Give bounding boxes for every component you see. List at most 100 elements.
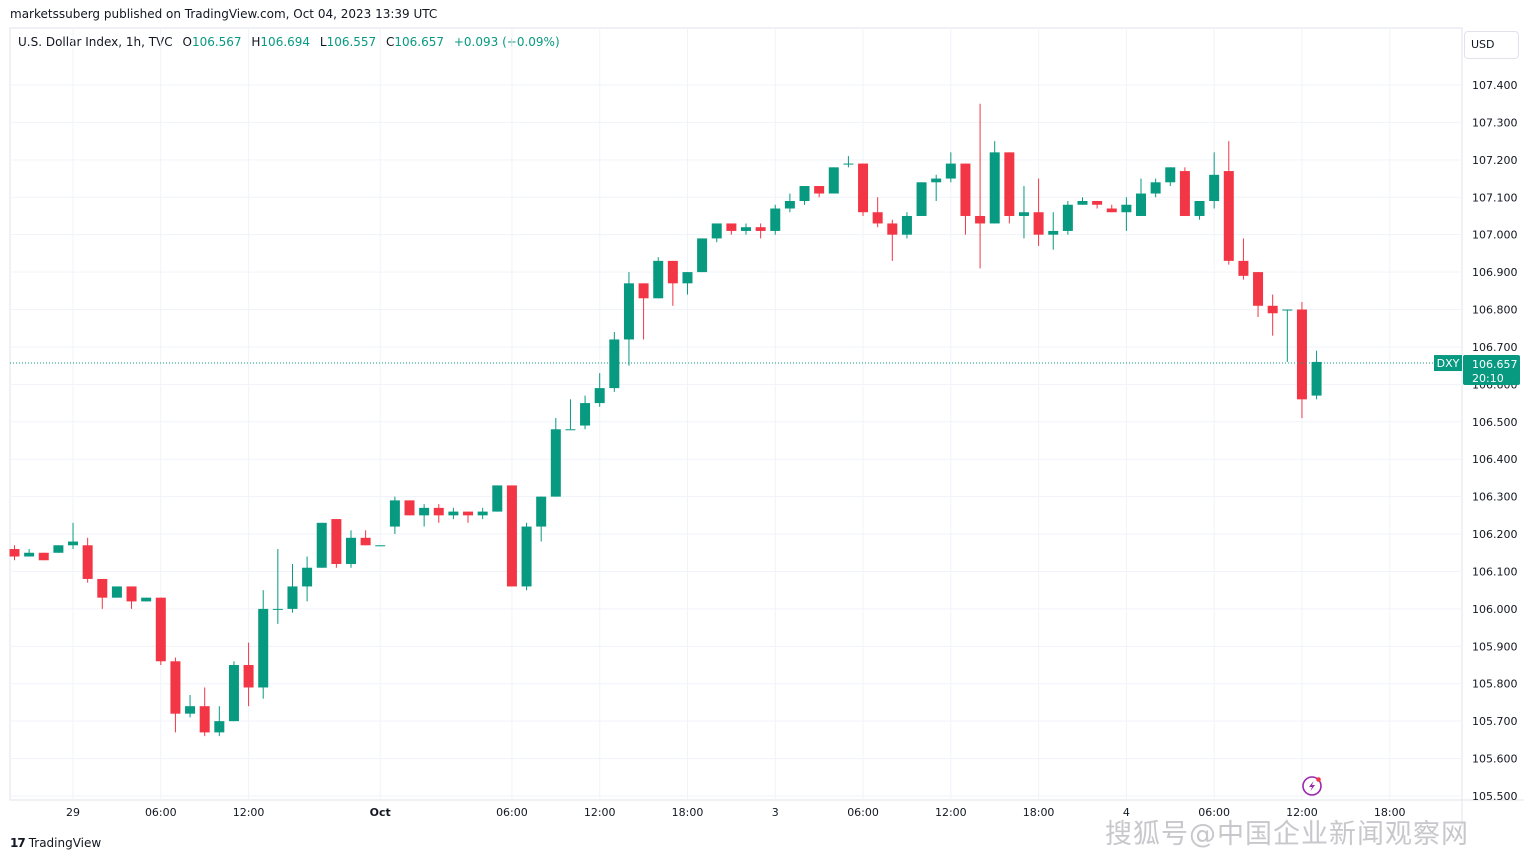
close-value: 106.657: [394, 35, 445, 49]
candle: [623, 272, 634, 366]
symbol-name: U.S. Dollar Index, 1h, TVC: [18, 35, 173, 49]
candle-body: [770, 208, 781, 231]
candle: [1267, 294, 1278, 336]
high-value: 106.694: [260, 35, 311, 49]
candle: [155, 597, 166, 666]
grid: [9, 27, 1524, 826]
candle-body: [901, 215, 912, 235]
candle-body: [594, 388, 605, 404]
candle: [389, 496, 400, 535]
flash-icon[interactable]: [1302, 776, 1322, 796]
candle: [1048, 212, 1059, 250]
candle: [682, 272, 693, 295]
candle-body: [1004, 152, 1015, 216]
candle: [799, 186, 810, 205]
candle-body: [521, 526, 532, 587]
candle-body: [433, 507, 444, 516]
tradingview-logo-icon: 17: [10, 836, 26, 850]
candle: [1062, 201, 1073, 235]
candle-body: [1121, 204, 1132, 213]
candle: [331, 519, 342, 568]
time-axis[interactable]: 29 06:00 12:00 Oct 06:00 12:00 18:00 3 06:00 12:0…: [66, 806, 1406, 819]
candle: [1150, 178, 1161, 198]
candle-body: [828, 167, 839, 194]
time-tick-label: 06:00: [496, 806, 528, 819]
tradingview-logo-text: TradingView: [28, 836, 102, 850]
price-axis[interactable]: 107.400 107.300 107.200 107.100 107.000 106.9…: [1472, 79, 1518, 803]
candle-body: [1092, 201, 1103, 205]
candle: [1018, 186, 1029, 239]
candle-body: [170, 661, 181, 714]
candle-body: [287, 586, 298, 609]
candle: [697, 238, 708, 273]
candle-body: [1282, 309, 1293, 311]
candle-body: [623, 283, 634, 340]
ticker-label: DXY: [1437, 357, 1460, 370]
candle: [1092, 201, 1103, 209]
time-tick-label: 06:00: [847, 806, 879, 819]
time-tick-label: 06:00: [145, 806, 177, 819]
candle-body: [141, 597, 152, 602]
candle-body: [1136, 193, 1147, 216]
candle: [9, 545, 20, 561]
time-tick-label: Oct: [370, 806, 391, 819]
candle: [302, 556, 313, 602]
candle: [784, 193, 795, 213]
open-value: 106.567: [191, 35, 242, 49]
open-label: O: [182, 35, 192, 49]
time-tick-label: 12:00: [233, 806, 265, 819]
candle: [1238, 238, 1249, 280]
price-tick-label: 107.100: [1472, 191, 1518, 204]
candle-body: [960, 163, 971, 216]
low-label: L: [319, 35, 327, 49]
candle-body: [68, 541, 79, 546]
tradingview-logo[interactable]: 17 TradingView: [10, 836, 101, 850]
candles: [9, 103, 1322, 737]
time-tick-label: 4: [1123, 806, 1130, 819]
candle-body: [653, 260, 664, 299]
candle-body: [887, 223, 898, 235]
candle: [945, 152, 956, 183]
price-tick-label: 107.200: [1472, 154, 1518, 167]
candle-body: [916, 182, 927, 216]
candle-body: [580, 403, 591, 426]
candle-body: [360, 537, 371, 546]
price-tick-label: 106.800: [1472, 304, 1518, 317]
candle: [828, 167, 839, 194]
candle: [726, 223, 737, 235]
candle: [316, 522, 327, 568]
candle: [916, 182, 927, 216]
candle: [609, 331, 620, 392]
candle: [1253, 272, 1264, 318]
candle-body: [24, 552, 35, 557]
candle: [580, 395, 591, 430]
candle-body: [638, 283, 649, 299]
candle-body: [1077, 201, 1088, 205]
candle: [214, 706, 225, 737]
candle: [638, 283, 649, 340]
price-tick-label: 105.900: [1472, 640, 1518, 653]
candle-body: [492, 485, 503, 512]
candle-body: [419, 507, 430, 516]
candle: [506, 485, 517, 587]
candle-body: [38, 552, 49, 561]
candle-body: [97, 578, 108, 598]
candle-body: [565, 429, 576, 431]
candle: [901, 212, 912, 239]
candle: [258, 590, 269, 699]
candle: [141, 597, 152, 602]
price-tick-label: 105.500: [1472, 790, 1518, 803]
currency-button[interactable]: USD: [1464, 31, 1519, 59]
candle-body: [872, 212, 883, 224]
candle-body: [784, 201, 795, 209]
price-tick-label: 106.700: [1472, 341, 1518, 354]
price-tick-label: 106.300: [1472, 491, 1518, 504]
candle: [1136, 178, 1147, 216]
candle: [872, 197, 883, 228]
price-tick-label: 106.200: [1472, 528, 1518, 541]
time-tick-label: 3: [772, 806, 779, 819]
candle-body: [726, 223, 737, 231]
candle-body: [82, 545, 93, 579]
candle: [1165, 167, 1176, 187]
